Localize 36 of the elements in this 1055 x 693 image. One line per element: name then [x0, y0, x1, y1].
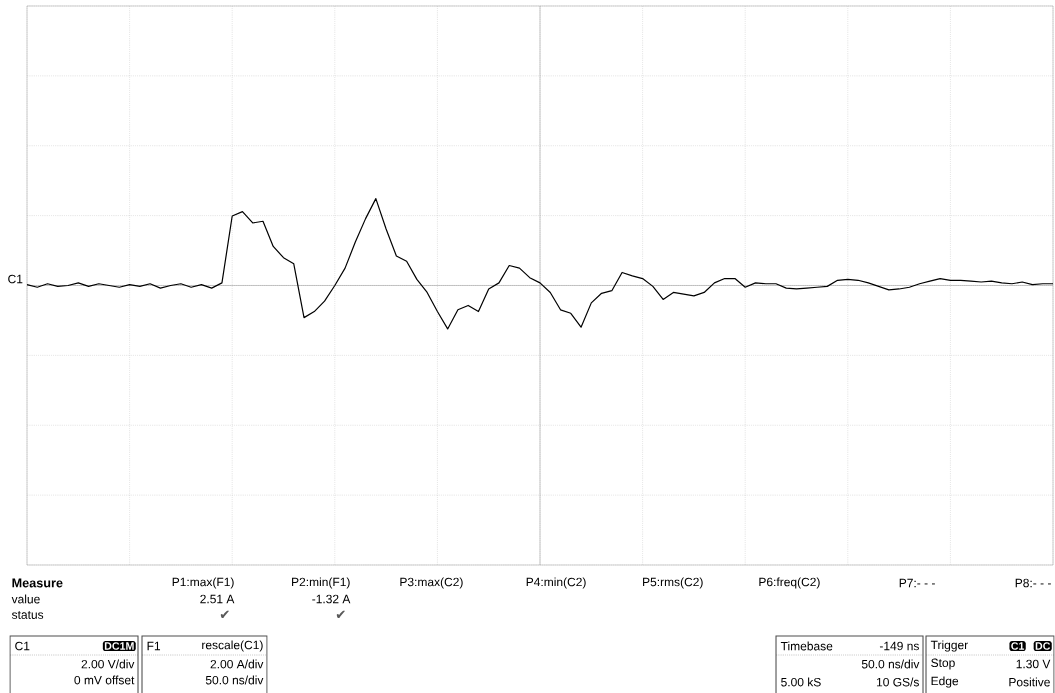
text: P2:min(F1) — [292, 577, 350, 589]
text: Positive — [1009, 677, 1050, 687]
text: P1:max(F1) — [172, 577, 234, 589]
text: 10 GS/s — [876, 677, 919, 687]
text: C1 — [8, 274, 23, 284]
text: P7:- - - — [899, 578, 935, 588]
text: -1.32 A — [312, 594, 351, 604]
text: DC1M — [104, 642, 134, 650]
text: rescale(C1) — [202, 640, 263, 652]
text: P3:max(C2) — [400, 577, 463, 589]
text: value — [11, 594, 40, 604]
text: ✔ — [336, 610, 345, 619]
text: Measure — [12, 578, 63, 588]
text: -149 ns — [879, 641, 919, 651]
text: Edge — [931, 676, 959, 688]
text: C1 — [15, 641, 30, 651]
text: Timebase — [780, 641, 833, 651]
text: 50.0 ns/div — [861, 659, 920, 669]
text: 2.51 A — [200, 594, 235, 604]
text: 0 mV offset — [74, 675, 135, 685]
text: Trigger — [930, 640, 968, 652]
text: 1.30 V — [1016, 659, 1051, 669]
text: 2.00 A/div — [210, 659, 264, 669]
text: ✔ — [220, 610, 229, 619]
text: DC — [1035, 642, 1051, 650]
text: P4:min(C2) — [526, 577, 586, 589]
text: P6:freq(C2) — [759, 577, 820, 589]
text: Stop — [931, 658, 955, 670]
text: 5.00 kS — [781, 677, 821, 687]
text: P5:rms(C2) — [643, 577, 703, 589]
text: C1 — [1011, 642, 1025, 650]
text: 2.00 V/div — [81, 659, 135, 669]
text: P8:- - - — [1015, 578, 1051, 588]
text: F1 — [147, 641, 161, 651]
text: status — [11, 611, 44, 619]
text: 50.0 ns/div — [205, 675, 264, 685]
